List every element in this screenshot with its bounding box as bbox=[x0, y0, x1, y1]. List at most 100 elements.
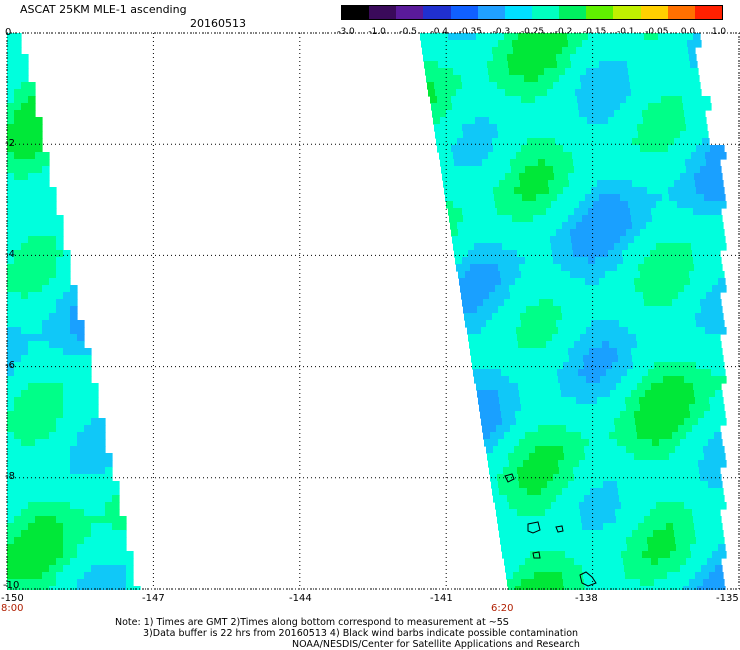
swath-cell bbox=[558, 327, 566, 335]
swath-cell bbox=[49, 334, 57, 342]
swath-cell bbox=[705, 376, 713, 384]
swath-cell bbox=[553, 474, 561, 482]
swath-cell bbox=[717, 537, 725, 545]
swath-cell bbox=[715, 439, 723, 447]
swath-cell bbox=[501, 103, 509, 111]
swath-cell bbox=[578, 194, 586, 202]
swath-cell bbox=[609, 383, 617, 391]
swath-cell bbox=[564, 103, 572, 111]
swath-cell bbox=[579, 460, 587, 468]
swath-cell bbox=[501, 544, 509, 552]
swath-cell bbox=[35, 194, 43, 202]
swath-cell bbox=[507, 229, 515, 237]
swath-cell bbox=[597, 180, 605, 188]
swath-cell bbox=[49, 565, 57, 573]
swath-cell bbox=[526, 348, 534, 356]
swath-cell bbox=[644, 383, 652, 391]
swath-cell bbox=[28, 509, 36, 517]
colorbar-swatch bbox=[559, 6, 587, 19]
swath-cell bbox=[637, 341, 645, 349]
swath-cell bbox=[501, 453, 509, 461]
swath-cell bbox=[631, 215, 639, 223]
swath-cell bbox=[472, 271, 480, 279]
swath-cell bbox=[28, 166, 36, 174]
swath-cell bbox=[623, 82, 631, 90]
swath-cell bbox=[637, 432, 645, 440]
swath-cell bbox=[598, 537, 606, 545]
swath-cell bbox=[664, 159, 672, 167]
swath-cell bbox=[462, 166, 470, 174]
swath-cell bbox=[540, 173, 548, 181]
swath-cell bbox=[675, 229, 683, 237]
swath-cell bbox=[698, 110, 706, 118]
swath-cell bbox=[49, 390, 57, 398]
swath-cell bbox=[600, 460, 608, 468]
swath-cell bbox=[463, 215, 471, 223]
swath-cell bbox=[472, 54, 480, 62]
swath-cell bbox=[545, 159, 553, 167]
swath-cell bbox=[503, 159, 511, 167]
swath-cell bbox=[594, 159, 602, 167]
swath-cell bbox=[14, 54, 22, 62]
swath-cell bbox=[56, 432, 64, 440]
swath-cell bbox=[112, 488, 120, 496]
swath-cell bbox=[613, 278, 621, 286]
swath-cell bbox=[530, 110, 538, 118]
swath-cell bbox=[458, 145, 466, 153]
swath-cell bbox=[676, 61, 684, 69]
swath-cell bbox=[588, 257, 596, 265]
swath-cell bbox=[654, 579, 662, 587]
swath-cell bbox=[560, 33, 568, 41]
swath-cell bbox=[42, 376, 50, 384]
swath-cell bbox=[35, 138, 43, 146]
swath-cell bbox=[568, 348, 576, 356]
swath-cell bbox=[506, 572, 514, 580]
swath-cell bbox=[28, 145, 36, 153]
swath-cell bbox=[49, 404, 57, 412]
swath-cell bbox=[535, 579, 543, 587]
swath-cell bbox=[596, 215, 604, 223]
swath-cell bbox=[498, 523, 506, 531]
swath-cell bbox=[84, 460, 92, 468]
swath-cell bbox=[659, 565, 667, 573]
swath-cell bbox=[7, 439, 15, 447]
swath-cell bbox=[506, 530, 514, 538]
swath-cell bbox=[28, 271, 36, 279]
swath-cell bbox=[699, 425, 707, 433]
swath-cell bbox=[665, 341, 673, 349]
swath-cell bbox=[7, 236, 15, 244]
swath-cell bbox=[694, 40, 702, 48]
swath-cell bbox=[63, 334, 71, 342]
swath-cell bbox=[63, 446, 71, 454]
swath-cell bbox=[630, 383, 638, 391]
swath-cell bbox=[634, 103, 642, 111]
swath-cell bbox=[42, 334, 50, 342]
swath-cell bbox=[546, 257, 554, 265]
swath-cell bbox=[42, 460, 50, 468]
swath-cell bbox=[509, 502, 517, 510]
swath-cell bbox=[429, 47, 437, 55]
swath-cell bbox=[533, 348, 541, 356]
swath-cell bbox=[438, 103, 446, 111]
swath-cell bbox=[638, 89, 646, 97]
swath-cell bbox=[693, 208, 701, 216]
swath-cell bbox=[531, 425, 539, 433]
swath-cell bbox=[543, 544, 551, 552]
swath-cell bbox=[35, 355, 43, 363]
swath-cell bbox=[606, 278, 614, 286]
swath-cell bbox=[554, 306, 562, 314]
swath-cell bbox=[612, 495, 620, 503]
swath-cell bbox=[14, 145, 22, 153]
swath-cell bbox=[676, 369, 684, 377]
swath-cell bbox=[616, 383, 624, 391]
swath-cell bbox=[502, 201, 510, 209]
swath-cell bbox=[70, 425, 78, 433]
swath-cell bbox=[552, 509, 560, 517]
swath-cell bbox=[608, 292, 616, 300]
swath-cell bbox=[77, 397, 85, 405]
swath-cell bbox=[682, 271, 690, 279]
swath-cell bbox=[518, 432, 526, 440]
swath-cell bbox=[594, 117, 602, 125]
swath-cell bbox=[693, 516, 701, 524]
swath-cell bbox=[91, 488, 99, 496]
